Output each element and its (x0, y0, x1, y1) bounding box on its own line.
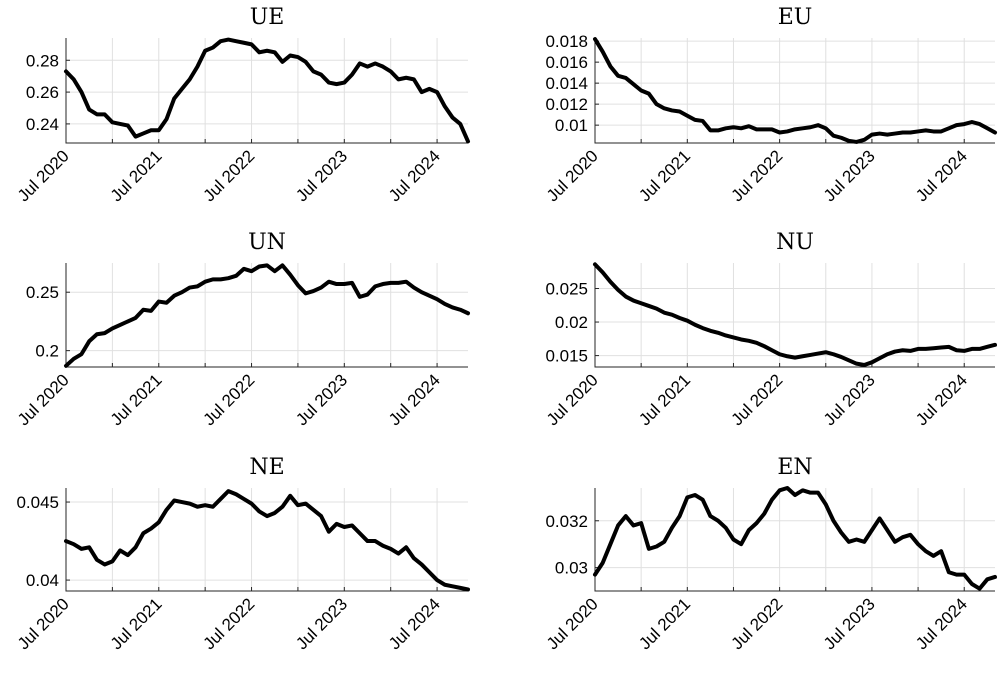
y-tick-label: 0.26 (26, 83, 59, 102)
y-tick-label: 0.04 (26, 571, 59, 590)
x-tick-label: Jul 2021 (107, 146, 166, 205)
subplot-nu: Jul 2020 Jul 2021 Jul 2022 Jul 2023 Jul 2024… (543, 230, 997, 429)
x-tick-label: Jul 2021 (635, 146, 694, 205)
axes-frame (594, 488, 995, 592)
x-tick-label: Jul 2023 (820, 146, 879, 205)
x-tick-label: Jul 2021 (635, 370, 694, 429)
y-tick-label: 0.015 (545, 347, 588, 366)
series-line (593, 37, 997, 144)
y-tick-label: 0.025 (545, 279, 588, 298)
subplot-eu: Jul 2020 Jul 2021 Jul 2022 Jul 2023 Jul 2024… (543, 5, 997, 205)
series-line (64, 489, 470, 592)
series-line (593, 262, 997, 367)
x-tick-label: Jul 2023 (292, 370, 351, 429)
y-tick-label: 0.012 (545, 95, 588, 114)
subplot-title: EN (777, 455, 812, 480)
y-tick-label: 0.02 (555, 313, 588, 332)
y-tick-label: 0.045 (16, 493, 59, 512)
subplot-ne: Jul 2020 Jul 2021 Jul 2022 Jul 2023 Jul 2024… (14, 455, 470, 653)
x-tick-label: Jul 2023 (820, 370, 879, 429)
x-tick-label: Jul 2020 (543, 370, 602, 429)
subplot-title: EU (778, 5, 813, 30)
y-tick-label: 0.01 (555, 116, 588, 135)
axes-frame (594, 38, 995, 144)
x-tick-label: Jul 2022 (199, 370, 258, 429)
y-tick-label: 0.014 (545, 74, 588, 93)
x-tick-label: Jul 2022 (199, 146, 258, 205)
x-tick-label: Jul 2021 (107, 594, 166, 653)
subplot-en: Jul 2020 Jul 2021 Jul 2022 Jul 2023 Jul 2024… (543, 455, 997, 653)
x-tick-label: Jul 2020 (14, 594, 73, 653)
subplot-title: UN (248, 230, 286, 255)
x-tick-label: Jul 2022 (199, 594, 258, 653)
x-tick-label: Jul 2021 (107, 370, 166, 429)
axes-frame (65, 38, 468, 144)
x-tick-label: Jul 2020 (14, 370, 73, 429)
x-tick-label: Jul 2024 (912, 594, 971, 653)
y-tick-label: 0.032 (545, 512, 588, 531)
y-tick-label: 0.28 (26, 51, 59, 70)
y-tick-label: 0.018 (545, 32, 588, 51)
y-tick-label: 0.24 (26, 115, 59, 134)
subplot-title: NE (249, 455, 284, 480)
x-tick-label: Jul 2022 (728, 146, 787, 205)
x-tick-label: Jul 2022 (728, 594, 787, 653)
y-tick-label: 0.03 (555, 559, 588, 578)
axes-frame (594, 263, 995, 368)
axes-frame (65, 263, 468, 368)
axes-frame (65, 488, 468, 592)
x-tick-label: Jul 2020 (543, 146, 602, 205)
x-tick-label: Jul 2020 (14, 146, 73, 205)
series-line (593, 486, 997, 591)
y-tick-label: 0.25 (26, 283, 59, 302)
x-tick-label: Jul 2024 (912, 370, 971, 429)
y-tick-label: 0.016 (545, 53, 588, 72)
x-tick-label: Jul 2024 (385, 370, 444, 429)
x-tick-label: Jul 2023 (820, 594, 879, 653)
x-tick-label: Jul 2024 (912, 146, 971, 205)
x-tick-label: Jul 2020 (543, 594, 602, 653)
subplot-un: Jul 2020 Jul 2021 Jul 2022 Jul 2023 Jul 2024… (14, 230, 470, 429)
subplot-grid: Jul 2020 Jul 2021 Jul 2022 Jul 2023 Jul 2024… (14, 5, 997, 653)
x-tick-label: Jul 2024 (385, 146, 444, 205)
y-tick-label: 0.2 (35, 342, 59, 361)
subplot-ue: Jul 2020 Jul 2021 Jul 2022 Jul 2023 Jul 2024… (14, 5, 470, 205)
x-tick-label: Jul 2024 (385, 594, 444, 653)
subplot-title: UE (250, 5, 285, 30)
x-tick-label: Jul 2022 (728, 370, 787, 429)
x-tick-label: Jul 2023 (292, 594, 351, 653)
series-line (64, 263, 470, 368)
x-tick-label: Jul 2023 (292, 146, 351, 205)
series-line (64, 37, 470, 144)
x-tick-label: Jul 2021 (635, 594, 694, 653)
subplot-title: NU (776, 230, 814, 255)
